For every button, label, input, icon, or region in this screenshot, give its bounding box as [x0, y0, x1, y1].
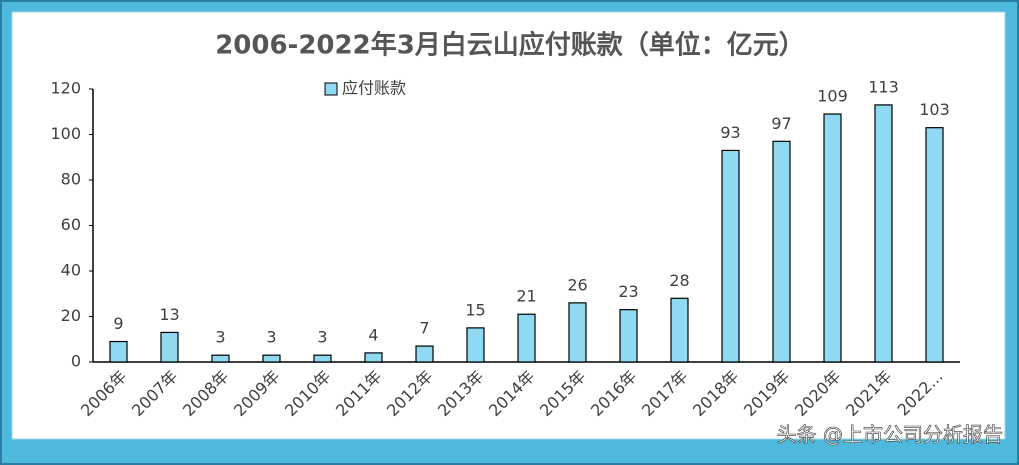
watermark: 头条 @上市公司分析报告 [777, 423, 1003, 447]
value-label: 15 [465, 300, 485, 319]
value-label: 26 [567, 275, 587, 294]
chart-title: 2006-2022年3月白云山应付账款（单位：亿元） [215, 30, 805, 61]
bar [619, 309, 638, 363]
bar [874, 104, 893, 363]
y-tick-label: 80 [61, 170, 81, 189]
bar [721, 149, 740, 363]
legend-swatch [324, 82, 338, 96]
value-label: 23 [618, 282, 638, 301]
y-tick-label: 40 [61, 261, 81, 280]
bar [313, 354, 332, 363]
value-label: 3 [317, 328, 327, 347]
value-label: 28 [669, 271, 689, 290]
bar [670, 297, 689, 363]
value-label: 113 [868, 77, 899, 96]
bar [925, 127, 944, 363]
value-label: 7 [419, 319, 429, 338]
bar [568, 302, 587, 363]
value-label: 93 [720, 123, 740, 142]
y-tick-label: 20 [61, 306, 81, 325]
value-label: 103 [919, 100, 950, 119]
bar [262, 354, 281, 363]
y-tick-label: 60 [61, 215, 81, 234]
value-label: 97 [771, 114, 791, 133]
y-tick-label: 120 [50, 79, 81, 98]
value-label: 9 [113, 314, 123, 333]
bar [109, 340, 128, 363]
legend-label: 应付账款 [342, 79, 406, 98]
bar [772, 140, 791, 363]
value-label: 109 [817, 87, 848, 106]
bar [160, 331, 179, 363]
value-label: 13 [159, 305, 179, 324]
bar [466, 327, 485, 363]
value-label: 3 [215, 328, 225, 347]
bar [823, 113, 842, 363]
bar [364, 352, 383, 363]
value-label: 3 [266, 328, 276, 347]
y-tick-label: 0 [71, 352, 81, 371]
value-label: 4 [368, 325, 378, 344]
bar [517, 313, 536, 363]
bar [415, 345, 434, 363]
bar [211, 354, 230, 363]
y-tick-label: 100 [50, 124, 81, 143]
value-label: 21 [516, 287, 536, 306]
